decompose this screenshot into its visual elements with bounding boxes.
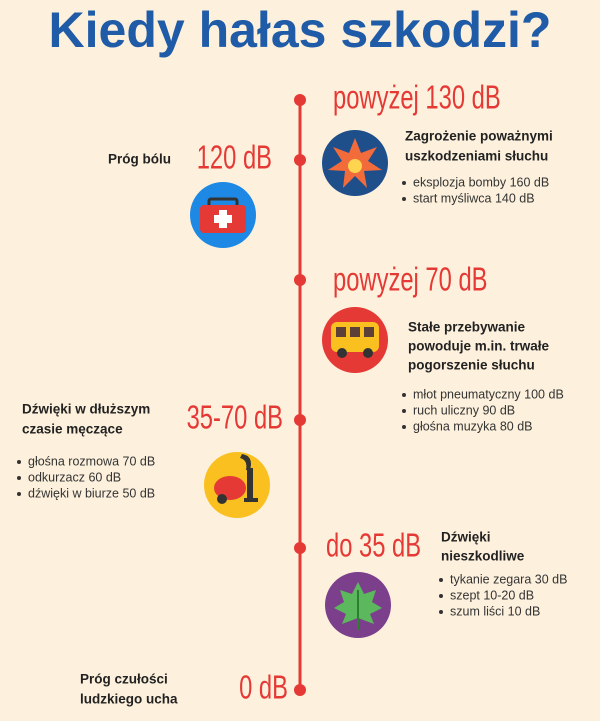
bullet: [17, 492, 21, 496]
first-aid-icon: [190, 182, 256, 248]
heading: Zagrożenie poważnymi: [405, 129, 553, 144]
heading: Dźwięki: [441, 530, 491, 545]
heading: Stałe przebywanie: [408, 320, 526, 335]
heading: ludzkiego ucha: [80, 692, 178, 707]
heading: nieszkodliwe: [441, 549, 525, 564]
bullet: [439, 578, 443, 582]
heading: powoduje m.in. trwałe: [408, 339, 550, 354]
level: do 35 dB: [326, 528, 421, 565]
level: 0 dB: [239, 670, 288, 707]
bullet: [402, 393, 406, 397]
dot: [294, 274, 306, 286]
bullet: [402, 425, 406, 429]
heading: Dźwięki w dłuższym: [22, 402, 150, 417]
bullet: [402, 409, 406, 413]
dot: [294, 154, 306, 166]
heading: Próg czułości: [80, 672, 168, 687]
bullet: [17, 460, 21, 464]
bullet: [439, 594, 443, 598]
heading: uszkodzeniami słuchu: [405, 149, 548, 164]
dot: [294, 542, 306, 554]
bullet: [439, 610, 443, 614]
bullet: [402, 181, 406, 185]
item: głośna muzyka 80 dB: [413, 419, 533, 433]
item: start myśliwca 140 dB: [413, 191, 535, 205]
item: głośna rozmowa 70 dB: [28, 454, 155, 468]
bullet: [17, 476, 21, 480]
level: 120 dB: [197, 140, 272, 177]
item: szum liści 10 dB: [450, 604, 540, 618]
level: 35-70 dB: [187, 400, 283, 437]
item: szept 10-20 dB: [450, 588, 534, 602]
leaf-icon: [325, 572, 391, 638]
explosion-icon: [322, 130, 388, 196]
heading: Próg bólu: [108, 152, 171, 167]
level: powyżej 70 dB: [333, 262, 488, 299]
item: eksplozja bomby 160 dB: [413, 175, 549, 189]
item: młot pneumatyczny 100 dB: [413, 387, 564, 401]
heading: pogorszenie słuchu: [408, 358, 535, 373]
dot: [294, 684, 306, 696]
timeline-dots: [294, 94, 306, 696]
level: powyżej 130 dB: [333, 80, 501, 117]
bus-icon: [322, 307, 388, 373]
heading: czasie męczące: [22, 422, 123, 437]
item: dźwięki w biurze 50 dB: [28, 486, 155, 500]
dot: [294, 414, 306, 426]
vacuum-icon: [204, 452, 270, 518]
bullet: [402, 197, 406, 201]
item: ruch uliczny 90 dB: [413, 403, 515, 417]
item: odkurzacz 60 dB: [28, 470, 121, 484]
item: tykanie zegara 30 dB: [450, 572, 567, 586]
title: Kiedy hałas szkodzi?: [49, 2, 552, 58]
dot: [294, 94, 306, 106]
